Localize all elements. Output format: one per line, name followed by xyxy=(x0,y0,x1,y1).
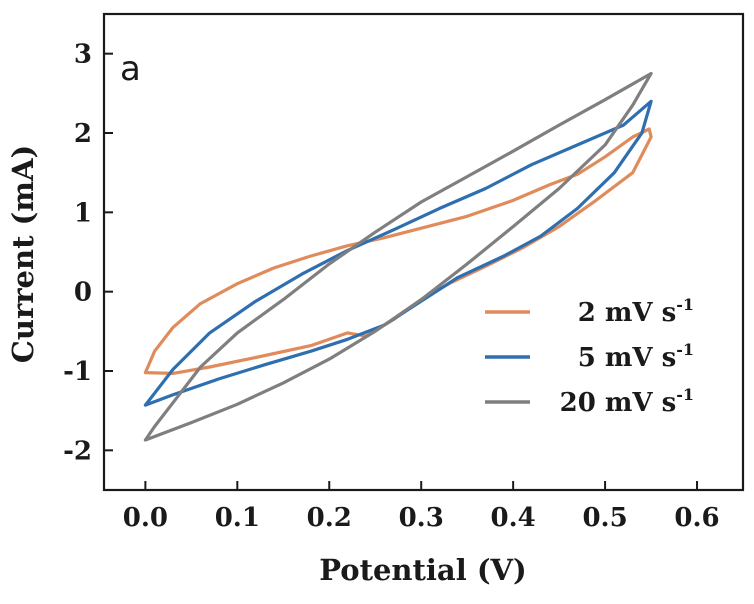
y-tick-label: -2 xyxy=(63,436,92,466)
legend-label-1: 2 mV s-1 xyxy=(578,295,694,328)
x-tick-label: 0.5 xyxy=(582,503,627,533)
tick-layer: 0.0 0.1 0.2 0.3 0.4 0.5 0.6 -2 -1 0 1 2 3 xyxy=(63,40,720,533)
series-line-3 xyxy=(143,71,653,442)
y-axis-title: Current (mA) xyxy=(6,145,40,363)
series-line-2 xyxy=(143,99,653,407)
x-tick-label: 0.0 xyxy=(123,503,168,533)
y-tick-label: 1 xyxy=(74,198,92,228)
y-tick-label: -1 xyxy=(63,357,92,387)
y-tick-label: 3 xyxy=(74,40,92,70)
y-tick-label: 0 xyxy=(74,278,92,308)
x-tick-label: 0.3 xyxy=(399,503,444,533)
axes-layer xyxy=(102,12,745,492)
plot-frame xyxy=(102,12,745,492)
x-tick-label: 0.2 xyxy=(307,503,352,533)
x-tick-label: 0.4 xyxy=(491,503,536,533)
x-tick-label: 0.1 xyxy=(215,503,260,533)
panel-label: a xyxy=(120,49,141,89)
x-tick-label: 0.6 xyxy=(674,503,719,533)
legend: 2 mV s-1 5 mV s-1 20 mV s-1 xyxy=(485,295,694,418)
curve-layer xyxy=(143,71,653,442)
y-tick-label: 2 xyxy=(74,119,92,149)
series-line-1 xyxy=(143,127,653,375)
legend-label-2: 5 mV s-1 xyxy=(578,340,694,373)
x-axis-title: Potential (V) xyxy=(319,553,527,587)
legend-label-3: 20 mV s-1 xyxy=(560,385,694,418)
